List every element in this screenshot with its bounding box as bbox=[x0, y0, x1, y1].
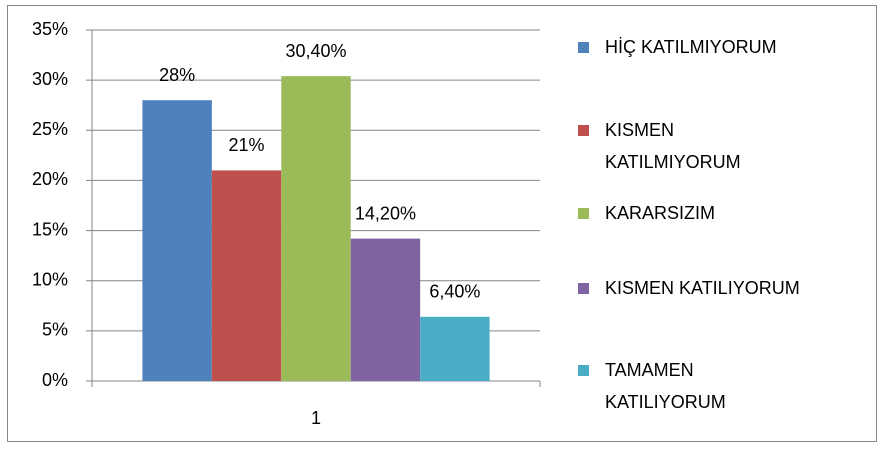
bar bbox=[350, 238, 421, 381]
legend-label: KISMEN KATILIYORUM bbox=[605, 278, 800, 298]
legend-label: HİÇ KATILMIYORUM bbox=[605, 37, 777, 57]
data-label: 14,20% bbox=[355, 203, 416, 223]
legend-swatch bbox=[578, 208, 589, 219]
y-tick-label: 15% bbox=[32, 219, 68, 239]
bar bbox=[281, 76, 351, 381]
y-tick-label: 0% bbox=[42, 370, 68, 390]
data-label: 21% bbox=[229, 135, 265, 155]
bar bbox=[420, 316, 490, 381]
legend-swatch bbox=[578, 283, 589, 294]
y-tick-label: 30% bbox=[32, 69, 68, 89]
y-tick-label: 5% bbox=[42, 320, 68, 340]
bar bbox=[142, 100, 212, 381]
y-tick-label: 10% bbox=[32, 269, 68, 289]
legend-label: TAMAMEN KATILIYORUM bbox=[605, 360, 726, 412]
legend-swatch bbox=[578, 42, 589, 53]
legend-label: KISMEN KATILMIYORUM bbox=[605, 120, 741, 172]
data-label: 30,40% bbox=[285, 41, 346, 61]
data-label: 6,40% bbox=[429, 282, 480, 302]
legend-swatch bbox=[578, 125, 589, 136]
y-tick-label: 35% bbox=[32, 19, 68, 39]
legend-swatch bbox=[578, 365, 589, 376]
x-tick-label: 1 bbox=[311, 408, 321, 428]
y-tick-label: 20% bbox=[32, 169, 68, 189]
data-label: 28% bbox=[159, 65, 195, 85]
y-tick-label: 25% bbox=[32, 119, 68, 139]
legend-label: KARARSIZIM bbox=[605, 203, 716, 223]
bar bbox=[211, 170, 282, 381]
